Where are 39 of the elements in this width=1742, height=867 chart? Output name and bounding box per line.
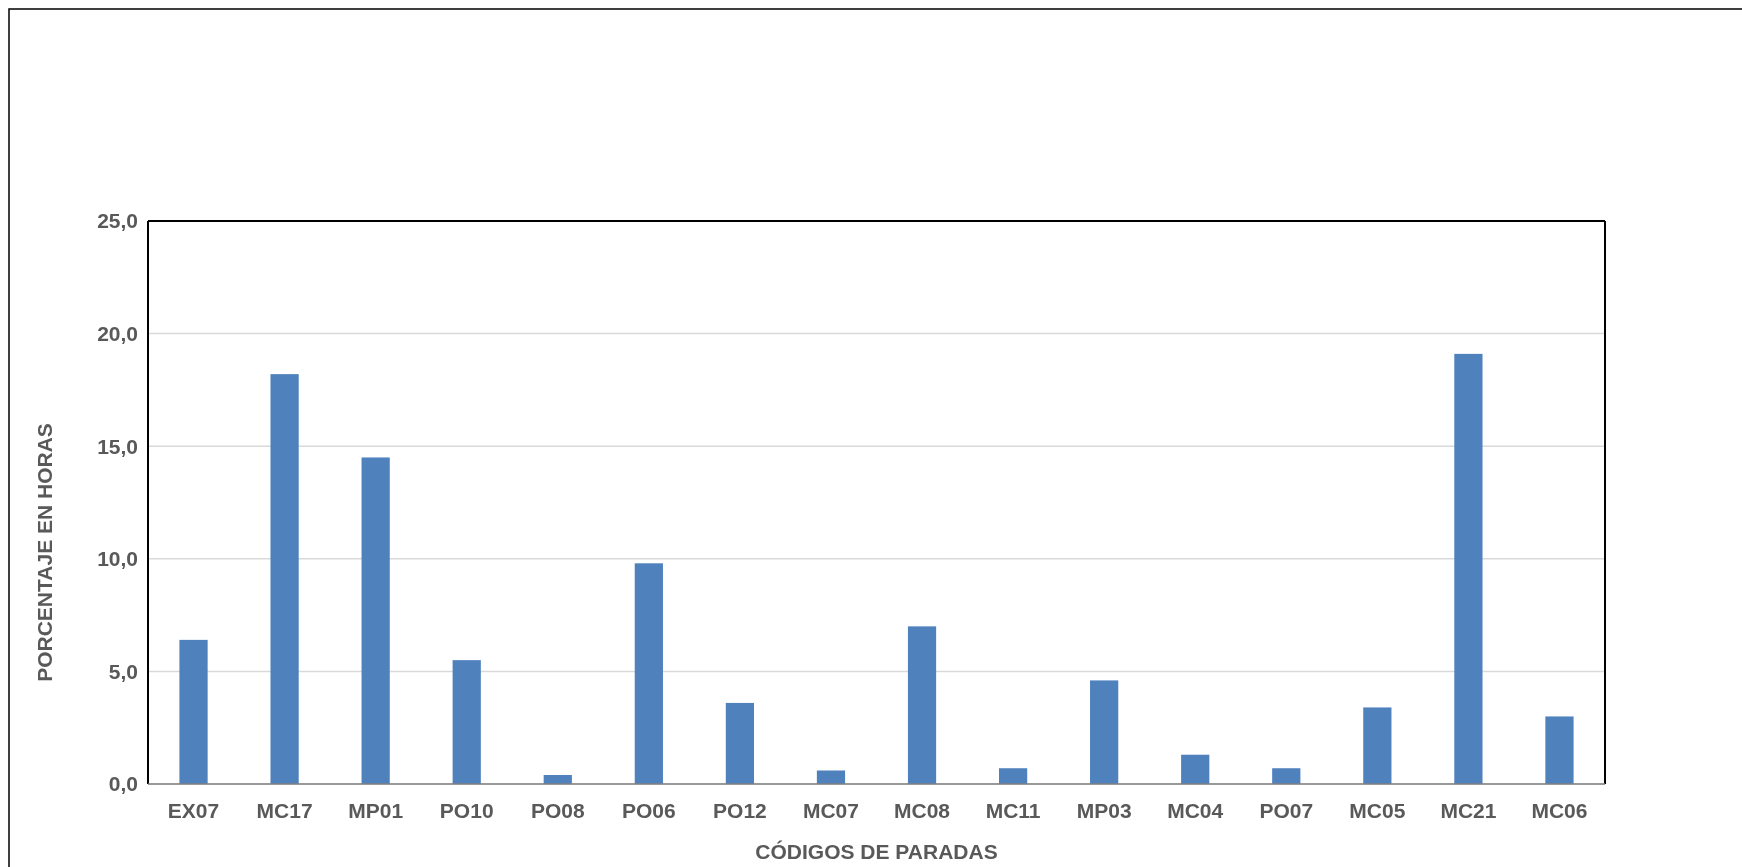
y-tick-label: 5,0 [108, 659, 138, 683]
x-tick-label: MC11 [985, 799, 1041, 822]
x-tick-label: MP01 [348, 799, 404, 822]
x-tick-label: MC08 [894, 799, 951, 822]
bar [1181, 754, 1210, 784]
bar [361, 457, 390, 784]
x-axis-title: CÓDIGOS DE PARADAS [755, 840, 998, 863]
y-tick-label: 10,0 [97, 547, 138, 571]
x-tick-label: MC21 [1440, 799, 1497, 822]
bar [1090, 680, 1119, 784]
bar [998, 768, 1028, 784]
bar [1454, 353, 1483, 784]
y-tick-label: 20,0 [97, 321, 138, 345]
bar [1545, 716, 1574, 784]
x-tick-label: EX07 [167, 799, 220, 822]
x-tick-label: MC06 [1531, 799, 1588, 822]
bar [179, 639, 208, 784]
bar [725, 702, 755, 784]
x-tick-label: PO06 [621, 799, 676, 822]
x-tick-label: MP03 [1076, 799, 1132, 822]
bar [270, 374, 299, 784]
bar [1272, 768, 1301, 784]
bar [634, 563, 663, 784]
bar [816, 770, 846, 784]
x-tick-label: PO12 [713, 799, 767, 822]
x-tick-label: MC04 [1167, 799, 1224, 822]
bar [907, 626, 937, 784]
y-tick-label: 0,0 [108, 772, 138, 796]
y-tick-label: 15,0 [97, 434, 138, 458]
bar [1363, 707, 1392, 784]
x-tick-label: PO10 [439, 799, 494, 822]
x-tick-label: MC17 [256, 799, 313, 822]
y-tick-label: 25,0 [97, 209, 138, 233]
x-tick-label: MC05 [1349, 799, 1406, 822]
y-axis-title: PORCENTAJE EN HORAS [33, 423, 56, 682]
x-tick-label: PO07 [1259, 799, 1314, 822]
x-tick-label: PO08 [530, 799, 585, 822]
bar [452, 660, 481, 784]
x-tick-label: MC07 [802, 799, 859, 822]
